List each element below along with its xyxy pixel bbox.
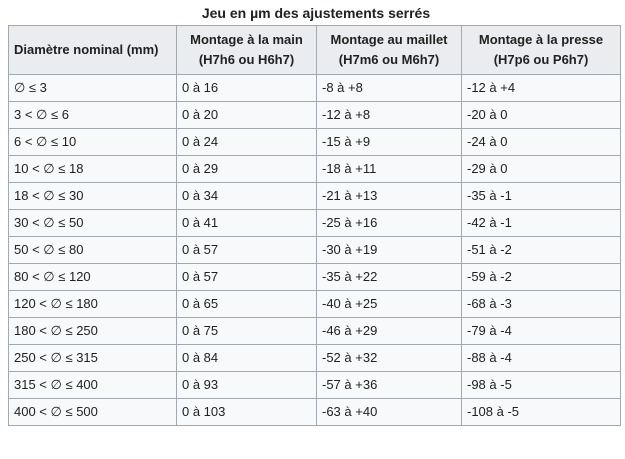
cell-diameter: 120 < ∅ ≤ 180	[8, 290, 177, 318]
header-diameter-label: Diamètre nominal (mm)	[14, 42, 159, 57]
cell-press: -12 à +4	[461, 74, 621, 102]
cell-mallet: -12 à +8	[316, 101, 462, 129]
cell-mallet: -63 à +40	[316, 398, 462, 426]
table-row: 80 < ∅ ≤ 120 0 à 57 -35 à +22 -59 à -2	[8, 263, 621, 291]
fits-table: Diamètre nominal (mm) Montage à la main (…	[8, 25, 621, 426]
cell-mallet: -40 à +25	[316, 290, 462, 318]
header-press-code: (H7p6 ou P6h7)	[493, 52, 589, 67]
cell-hand: 0 à 103	[176, 398, 317, 426]
header-hand-code: (H7h6 ou H6h7)	[198, 52, 295, 67]
table-row: 180 < ∅ ≤ 250 0 à 75 -46 à +29 -79 à -4	[8, 317, 621, 345]
cell-diameter: 30 < ∅ ≤ 50	[8, 209, 177, 237]
cell-hand: 0 à 16	[176, 74, 317, 102]
cell-mallet: -35 à +22	[316, 263, 462, 291]
cell-diameter: 50 < ∅ ≤ 80	[8, 236, 177, 264]
cell-press: -29 à 0	[461, 155, 621, 183]
cell-mallet: -8 à +8	[316, 74, 462, 102]
cell-press: -42 à -1	[461, 209, 621, 237]
header-hand-label: Montage à la main	[190, 32, 303, 47]
cell-press: -79 à -4	[461, 317, 621, 345]
header-press: Montage à la presse (H7p6 ou P6h7)	[461, 25, 621, 75]
header-press-label: Montage à la presse	[478, 32, 604, 47]
cell-diameter: ∅ ≤ 3	[8, 74, 177, 102]
cell-diameter: 6 < ∅ ≤ 10	[8, 128, 177, 156]
cell-diameter: 18 < ∅ ≤ 30	[8, 182, 177, 210]
cell-hand: 0 à 20	[176, 101, 317, 129]
cell-diameter: 80 < ∅ ≤ 120	[8, 263, 177, 291]
cell-press: -24 à 0	[461, 128, 621, 156]
cell-hand: 0 à 93	[176, 371, 317, 399]
cell-press: -98 à -5	[461, 371, 621, 399]
header-mallet-label: Montage au maillet	[330, 32, 448, 47]
cell-diameter: 250 < ∅ ≤ 315	[8, 344, 177, 372]
cell-hand: 0 à 41	[176, 209, 317, 237]
cell-hand: 0 à 29	[176, 155, 317, 183]
cell-hand: 0 à 24	[176, 128, 317, 156]
table-row: 30 < ∅ ≤ 50 0 à 41 -25 à +16 -42 à -1	[8, 209, 621, 237]
cell-press: -108 à -5	[461, 398, 621, 426]
cell-mallet: -57 à +36	[316, 371, 462, 399]
cell-hand: 0 à 34	[176, 182, 317, 210]
table-row: 315 < ∅ ≤ 400 0 à 93 -57 à +36 -98 à -5	[8, 371, 621, 399]
cell-mallet: -18 à +11	[316, 155, 462, 183]
cell-diameter: 315 < ∅ ≤ 400	[8, 371, 177, 399]
cell-hand: 0 à 57	[176, 263, 317, 291]
cell-press: -68 à -3	[461, 290, 621, 318]
table-row: 6 < ∅ ≤ 10 0 à 24 -15 à +9 -24 à 0	[8, 128, 621, 156]
cell-mallet: -25 à +16	[316, 209, 462, 237]
cell-press: -88 à -4	[461, 344, 621, 372]
header-mallet: Montage au maillet (H7m6 ou M6h7)	[316, 25, 462, 75]
cell-diameter: 3 < ∅ ≤ 6	[8, 101, 177, 129]
cell-mallet: -52 à +32	[316, 344, 462, 372]
header-hand: Montage à la main (H7h6 ou H6h7)	[176, 25, 317, 75]
cell-diameter: 180 < ∅ ≤ 250	[8, 317, 177, 345]
cell-hand: 0 à 75	[176, 317, 317, 345]
table-row: 10 < ∅ ≤ 18 0 à 29 -18 à +11 -29 à 0	[8, 155, 621, 183]
header-diameter: Diamètre nominal (mm)	[8, 25, 177, 75]
cell-hand: 0 à 84	[176, 344, 317, 372]
cell-mallet: -21 à +13	[316, 182, 462, 210]
table-row: 400 < ∅ ≤ 500 0 à 103 -63 à +40 -108 à -5	[8, 398, 621, 426]
cell-hand: 0 à 65	[176, 290, 317, 318]
cell-press: -51 à -2	[461, 236, 621, 264]
table-row: 18 < ∅ ≤ 30 0 à 34 -21 à +13 -35 à -1	[8, 182, 621, 210]
table-row: 50 < ∅ ≤ 80 0 à 57 -30 à +19 -51 à -2	[8, 236, 621, 264]
cell-diameter: 10 < ∅ ≤ 18	[8, 155, 177, 183]
cell-diameter: 400 < ∅ ≤ 500	[8, 398, 177, 426]
cell-press: -59 à -2	[461, 263, 621, 291]
table-row: 120 < ∅ ≤ 180 0 à 65 -40 à +25 -68 à -3	[8, 290, 621, 318]
table-row: 250 < ∅ ≤ 315 0 à 84 -52 à +32 -88 à -4	[8, 344, 621, 372]
header-mallet-code: (H7m6 ou M6h7)	[338, 52, 440, 67]
cell-hand: 0 à 57	[176, 236, 317, 264]
cell-mallet: -15 à +9	[316, 128, 462, 156]
cell-press: -20 à 0	[461, 101, 621, 129]
cell-mallet: -30 à +19	[316, 236, 462, 264]
cell-press: -35 à -1	[461, 182, 621, 210]
cell-mallet: -46 à +29	[316, 317, 462, 345]
header-row: Diamètre nominal (mm) Montage à la main (…	[8, 25, 621, 75]
table-caption: Jeu en µm des ajustements serrés	[201, 5, 431, 21]
